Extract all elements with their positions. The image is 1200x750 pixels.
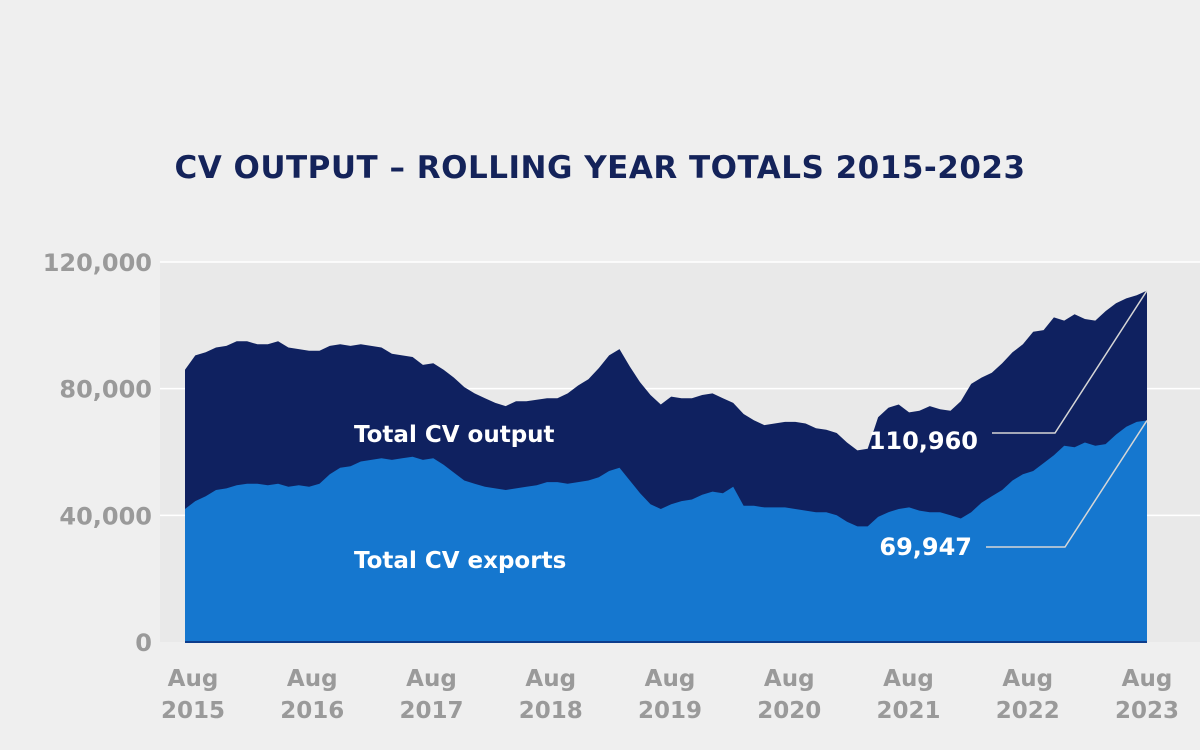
x-tick-year: 2015 [161,698,225,724]
x-tick-year: 2018 [519,698,583,724]
x-tick-year: 2023 [1115,698,1179,724]
x-tick-month: Aug [168,666,219,692]
x-tick-year: 2019 [638,698,702,724]
y-tick-label: 120,000 [43,249,152,277]
x-tick-year: 2016 [280,698,344,724]
annotation-leader-line [986,420,1148,548]
x-tick-month: Aug [645,666,696,692]
x-tick-year: 2022 [996,698,1060,724]
x-tick-month: Aug [525,666,576,692]
x-axis-ticks: Aug 2015 Aug 2016 Aug 2017 Aug 2018 Aug 2019 Aug 20… [161,666,1179,724]
series-areas [185,290,1147,643]
annotation-value-label: 69,947 [879,533,972,561]
x-tick-month: Aug [1002,666,1053,692]
x-tick-month: Aug [1122,666,1173,692]
annotation-value-label: 110,960 [869,427,978,455]
x-tick-year: 2021 [876,698,940,724]
x-tick-month: Aug [764,666,815,692]
series-label-exports: Total CV exports [354,548,566,574]
y-tick-label: 40,000 [59,502,152,530]
y-tick-label: 0 [135,629,152,657]
annotation-leader-line [992,290,1148,434]
chart-title: CV OUTPUT – ROLLING YEAR TOTALS 2015-202… [174,150,1026,186]
x-tick-month: Aug [287,666,338,692]
series-label-output: Total CV output [354,422,555,448]
x-tick-year: 2020 [757,698,821,724]
value-annotations: 110,960 69,947 [869,290,1148,561]
x-tick-month: Aug [406,666,457,692]
x-tick-month: Aug [883,666,934,692]
x-tick-year: 2017 [399,698,463,724]
y-tick-label: 80,000 [59,376,152,404]
y-axis-ticks: 0 40,000 80,000 120,000 [43,249,152,657]
series-area-exports [185,420,1147,642]
